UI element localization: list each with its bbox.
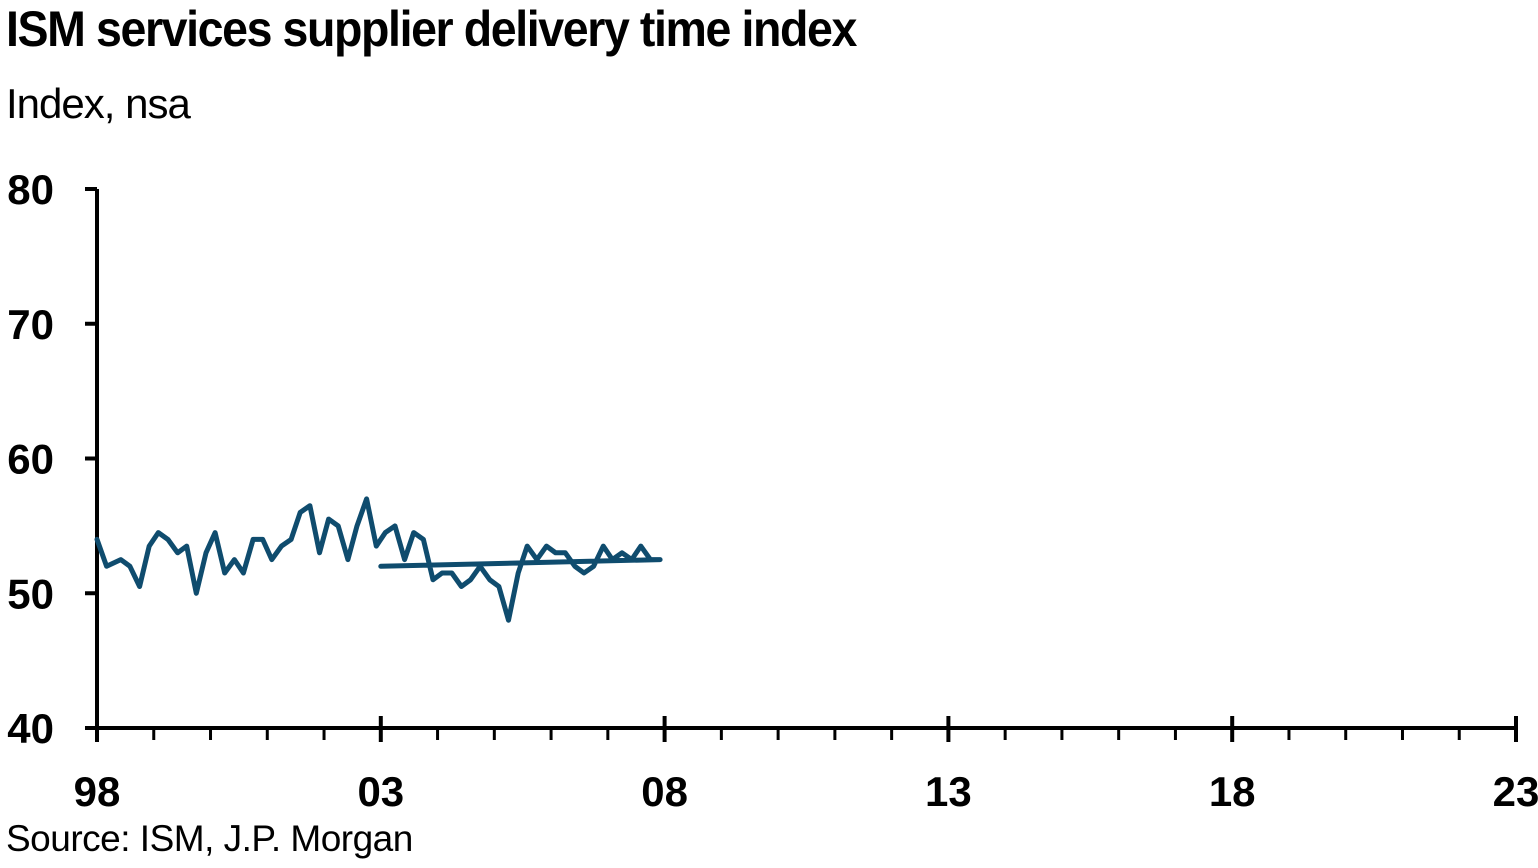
y-tick-label: 40 — [7, 705, 54, 752]
x-tick-label: 08 — [641, 768, 688, 815]
y-tick-label: 80 — [7, 166, 54, 213]
y-tick-label: 70 — [7, 301, 54, 348]
x-tick-label: 98 — [74, 768, 121, 815]
source-note: Source: ISM, J.P. Morgan — [6, 818, 413, 859]
x-axis: 98 03 08 13 18 23 — [74, 716, 1538, 815]
series-layer — [94, 496, 663, 623]
x-tick-label: 13 — [925, 768, 972, 815]
x-tick-label: 18 — [1209, 768, 1256, 815]
y-axis: 40 50 60 70 80 — [7, 166, 99, 752]
chart-title: ISM services supplier delivery time inde… — [6, 1, 857, 57]
y-tick-label: 60 — [7, 436, 54, 483]
y-tick-label: 50 — [7, 570, 54, 617]
series-line — [94, 496, 663, 623]
x-tick-label: 03 — [357, 768, 404, 815]
chart-subtitle: Index, nsa — [6, 80, 191, 127]
x-tick-label: 23 — [1493, 768, 1538, 815]
